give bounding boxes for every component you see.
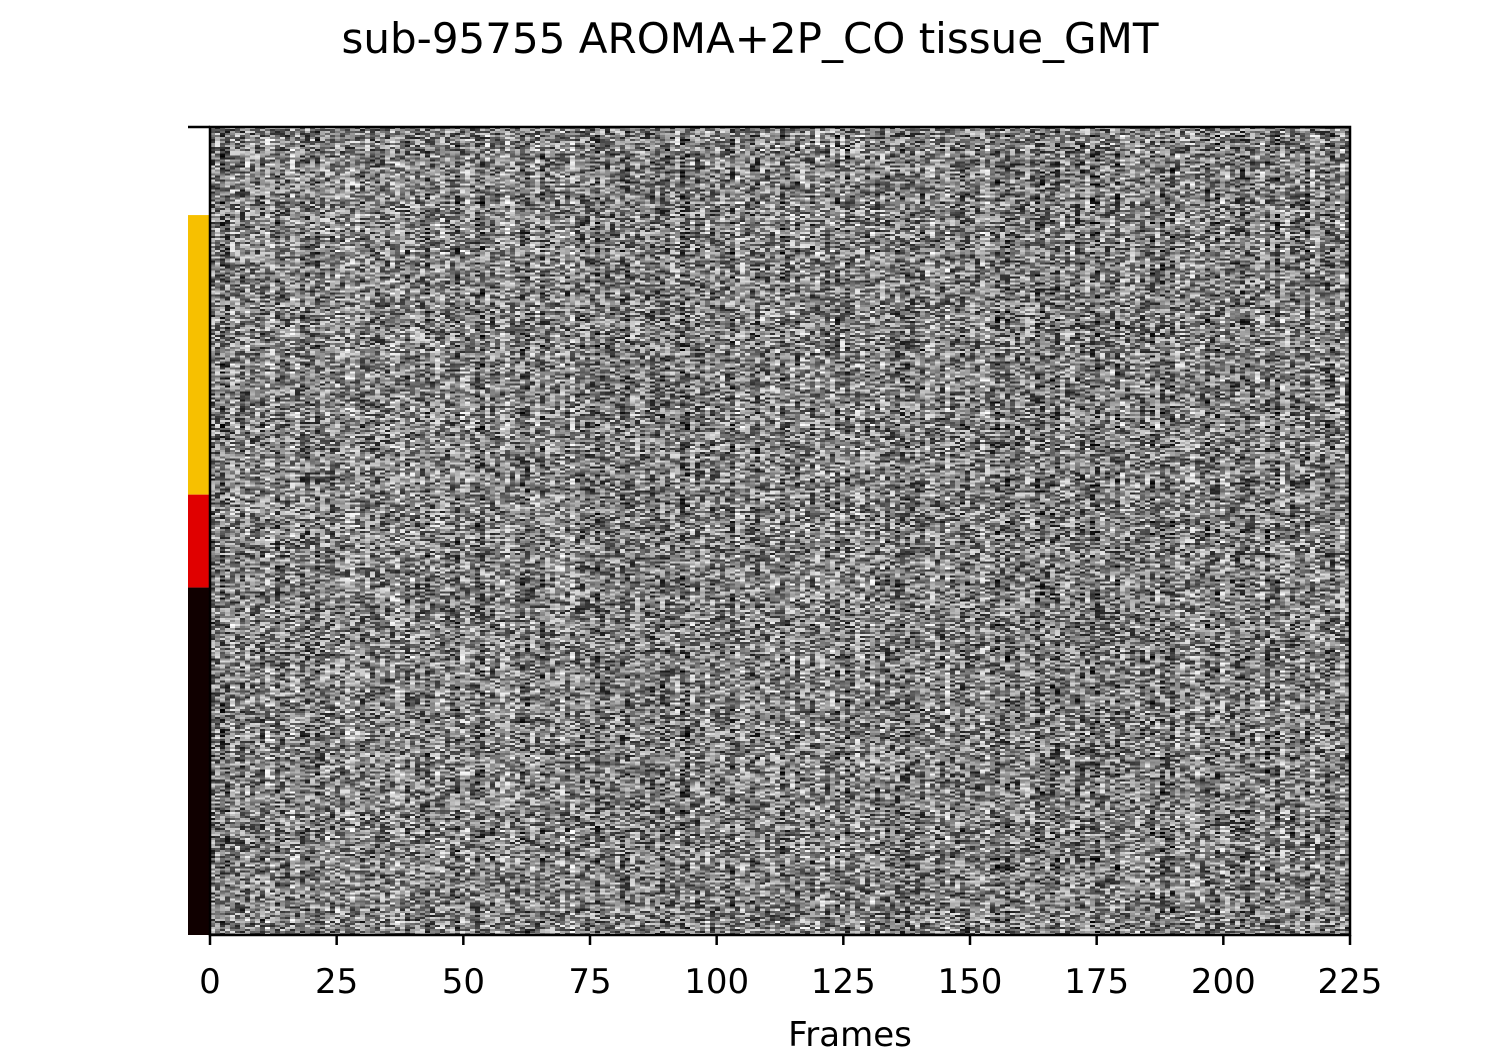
carpet-heatmap: [210, 127, 1350, 935]
carpet-image: [210, 127, 1350, 935]
tissue-segment-1: [188, 215, 210, 495]
tissue-segment-0: [188, 127, 210, 216]
tissue-bar: [188, 127, 210, 935]
x-tick-label-100: 100: [684, 962, 749, 1002]
x-tick-label-150: 150: [938, 962, 1003, 1002]
tissue-segment-2: [188, 494, 210, 588]
x-tick-label-200: 200: [1191, 962, 1256, 1002]
x-tick-label-0: 0: [199, 962, 221, 1002]
x-axis-label: Frames: [788, 1015, 912, 1050]
x-tick-label-50: 50: [442, 962, 485, 1002]
chart-title: sub-95755 AROMA+2P_CO tissue_GMT: [341, 14, 1159, 63]
plot-frame: [208, 125, 1352, 937]
x-tick-label-125: 125: [811, 962, 876, 1002]
x-axis: 0 25 50 75 100 125 150 175 200 225: [199, 935, 1382, 1002]
x-tick-label-75: 75: [568, 962, 611, 1002]
x-tick-label-25: 25: [315, 962, 358, 1002]
tissue-segment-3: [188, 587, 210, 935]
x-tick-label-175: 175: [1064, 962, 1129, 1002]
x-tick-label-225: 225: [1318, 962, 1383, 1002]
